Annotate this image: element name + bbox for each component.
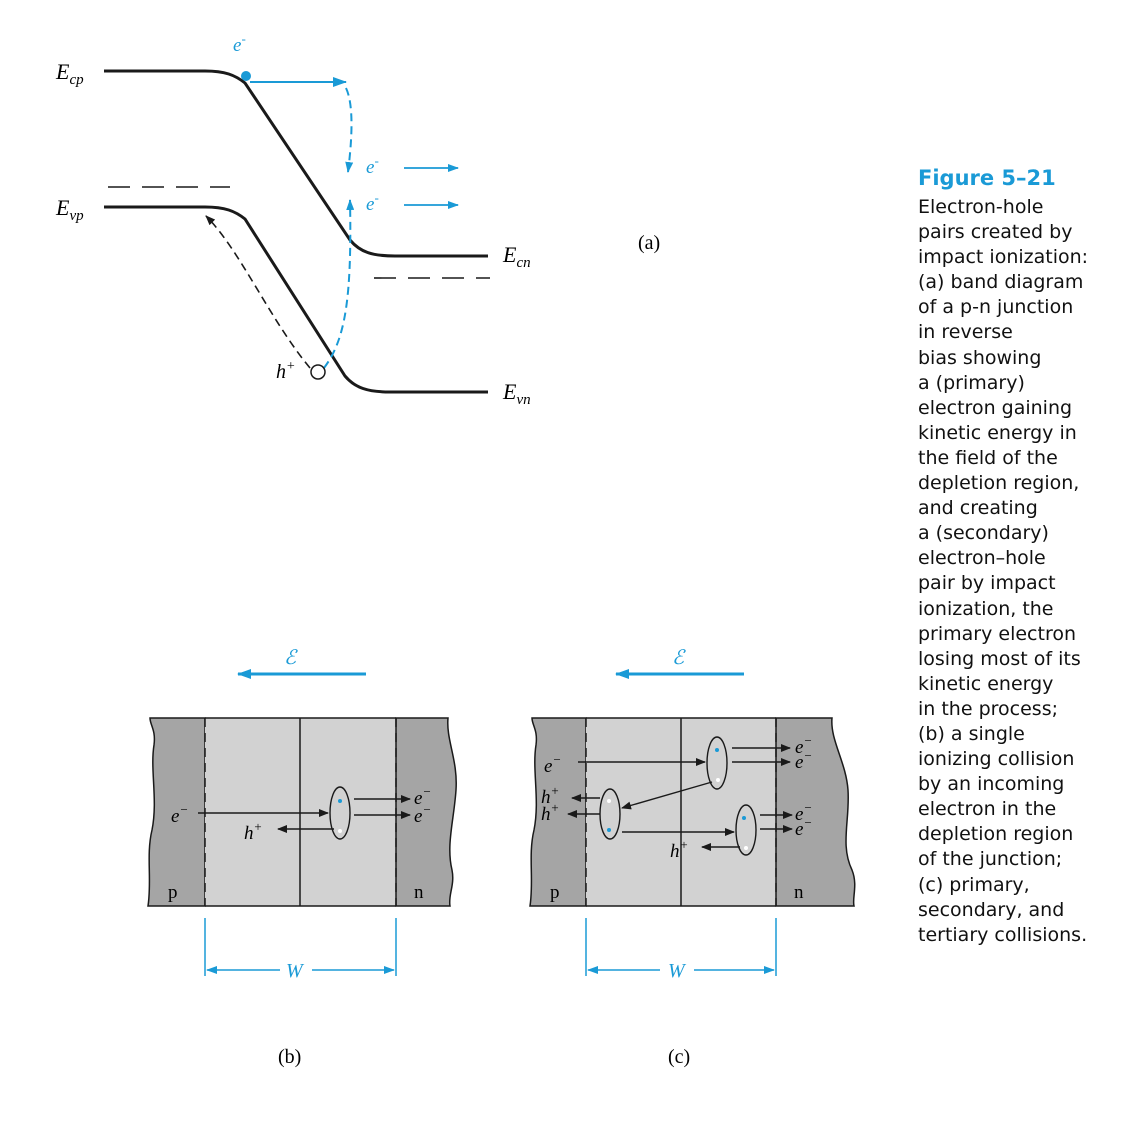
out-electron-label-1-b: e− — [414, 784, 431, 809]
secondary-electron-dot-c — [607, 828, 611, 832]
hole-circle — [310, 364, 326, 380]
caption-line: kinetic energy in — [918, 421, 1077, 444]
primary-electron-dot — [241, 71, 251, 81]
caption-line: depletion region, — [918, 472, 1080, 495]
caption-line: Electron-hole — [918, 196, 1044, 218]
caption-line: tertiary collisions. — [918, 923, 1088, 946]
caption-line: (c) primary, — [918, 873, 1030, 896]
secondary-electron-label-2: e- — [366, 190, 379, 215]
tertiary-ionization-c — [735, 804, 757, 856]
p-region-b — [147, 717, 206, 907]
single-collision-panel: ℰ e− h+ e− e− p n — [147, 647, 457, 1068]
caption-line: electron gaining — [918, 396, 1073, 419]
caption-line: kinetic energy — [918, 672, 1054, 695]
p-label-c: p — [550, 882, 560, 903]
caption-line: losing most of its — [918, 647, 1081, 670]
incoming-electron-label-b: e− — [171, 802, 188, 827]
w-label-b: W — [286, 960, 305, 982]
hole-label: h+ — [276, 359, 295, 383]
out-electron-label-2-c: e− — [795, 748, 812, 773]
caption-body: Electron-hole pairs created by impact ioni… — [918, 195, 1128, 948]
panel-c-label: (c) — [668, 1046, 690, 1068]
field-symbol-c: ℰ — [672, 647, 686, 669]
caption-line: electron in the — [918, 798, 1057, 821]
caption-line: secondary, and — [918, 898, 1065, 921]
p-label-b: p — [168, 882, 178, 903]
secondary-hole-dot-c — [607, 799, 611, 803]
out-electron-label-4-c: e− — [795, 815, 812, 840]
evp-label: Evp — [55, 195, 84, 224]
n-label-c: n — [794, 882, 804, 903]
electron-dot-b — [338, 799, 342, 803]
caption-line: a (secondary) — [918, 522, 1049, 545]
valence-band-edge — [104, 205, 488, 394]
tertiary-electron-dot-c — [742, 816, 746, 820]
field-symbol-b: ℰ — [284, 647, 298, 669]
primary-electron-drop-arrow — [345, 87, 354, 173]
out-electron-label-2-b: e− — [414, 802, 431, 827]
hole-label-3-c: h+ — [670, 837, 688, 862]
caption-line: and creating — [918, 497, 1038, 520]
caption-line: ionizing collision — [918, 748, 1075, 771]
ecp-label: Ecp — [55, 59, 84, 88]
tertiary-hole-dot-c — [744, 846, 748, 850]
hole-label-b: h+ — [244, 819, 262, 844]
caption-line: by an incoming — [918, 773, 1065, 796]
caption-line: a (primary) — [918, 371, 1025, 394]
evn-label: Evn — [502, 379, 531, 408]
n-label-b: n — [414, 882, 424, 903]
band-diagram-panel: Ecp Evp Ecn Evn e- e- e- h+ (a) — [55, 31, 660, 408]
panel-a-label: (a) — [638, 232, 660, 254]
caption-line: primary electron — [918, 622, 1077, 645]
hole-label-1-c: h+ — [541, 783, 559, 808]
w-label-c: W — [668, 960, 687, 982]
incoming-electron-label-c: e− — [544, 752, 561, 777]
secondary-electron-label-1: e- — [366, 153, 379, 178]
primary-ionization-c — [706, 736, 728, 790]
out-electron-label-1-c: e− — [795, 733, 812, 758]
p-region-c — [529, 717, 587, 907]
caption-line: (b) a single — [918, 722, 1025, 745]
primary-hole-dot-c — [716, 778, 720, 782]
caption-title: Figure 5–21 — [918, 166, 1056, 190]
hole-path-arrow — [205, 215, 311, 369]
caption-line: of a p-n junction — [918, 296, 1074, 319]
primary-electron-label: e- — [233, 31, 246, 56]
n-region-b — [395, 717, 457, 907]
hole-dot-b — [338, 829, 342, 833]
conduction-band-edge — [104, 69, 488, 258]
primary-electron-dot-c — [715, 748, 719, 752]
caption-line: depletion region — [918, 823, 1074, 846]
hole-label-2-c: h+ — [541, 800, 559, 825]
caption-line: (a) band diagram — [918, 271, 1084, 294]
caption-line: impact ionization: — [918, 246, 1089, 269]
caption-line: ionization, the — [918, 597, 1054, 620]
multiple-collision-panel: ℰ e− — [529, 647, 856, 1068]
primary-hole-arrow-c — [621, 781, 713, 810]
caption-line: of the junction; — [918, 848, 1063, 871]
out-electron-label-3-c: e− — [795, 800, 812, 825]
secondary-electron-rise-arrow — [323, 199, 355, 369]
panel-b-label: (b) — [278, 1046, 301, 1068]
caption-line: electron–hole — [918, 547, 1046, 570]
caption-line: pair by impact — [918, 572, 1056, 595]
caption-line: in the process; — [918, 697, 1058, 720]
caption-line: in reverse — [918, 321, 1013, 344]
n-region-c — [775, 717, 856, 907]
ecn-label: Ecn — [502, 242, 531, 271]
caption-line: bias showing — [918, 346, 1042, 369]
caption-line: pairs created by — [918, 221, 1073, 244]
ionization-event-b — [329, 786, 351, 840]
caption-line: the field of the — [918, 446, 1058, 469]
